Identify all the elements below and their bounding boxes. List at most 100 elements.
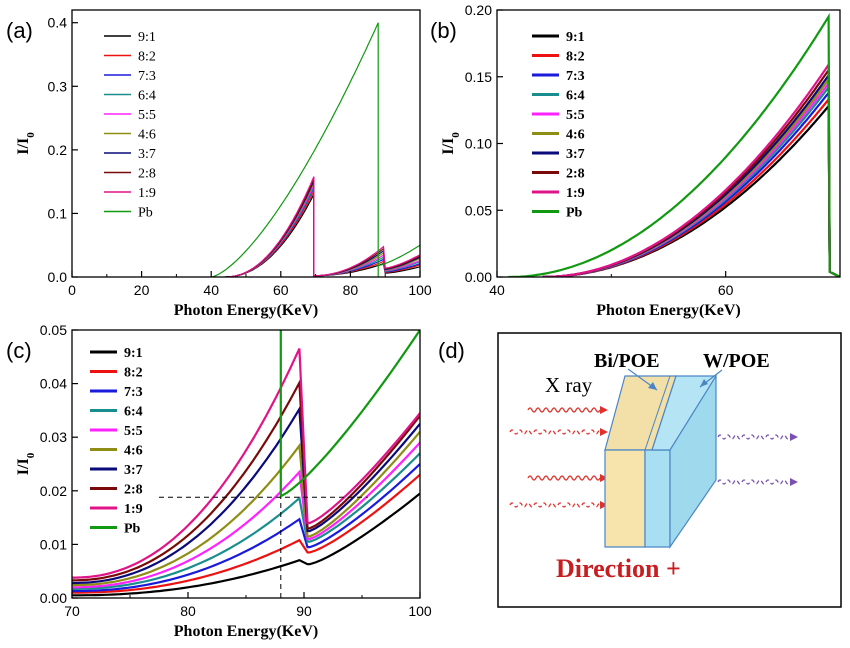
legend-label-2-8: 2:8 — [566, 167, 585, 182]
legend-label-5-5: 5:5 — [124, 424, 143, 439]
w-poe-slab-front — [644, 449, 671, 548]
w-poe-pointer-head — [700, 379, 708, 387]
y-axis-label: I/I0 — [15, 452, 37, 475]
panel-c-label: (c) — [6, 338, 32, 363]
legend-label-5-5: 5:5 — [138, 108, 156, 123]
series-line-9-1 — [72, 492, 420, 597]
series-line-1-9 — [542, 61, 840, 277]
legend-label-5-5: 5:5 — [566, 108, 585, 123]
x-ray-incident-2 — [509, 429, 607, 435]
legend-label-8-2: 8:2 — [566, 50, 585, 65]
bi-poe-label: Bi/POE — [594, 350, 660, 372]
y-tick-label: 0.1 — [48, 205, 68, 221]
legend-label-2-8: 2:8 — [138, 167, 156, 182]
series-line-7-3 — [225, 187, 420, 277]
x-ray-incident-2-head — [600, 428, 608, 436]
series-line-6-4 — [225, 186, 420, 277]
legend-label-8-2: 8:2 — [124, 366, 143, 381]
y-tick-label: 0.3 — [48, 78, 68, 94]
x-tick-label: 80 — [180, 603, 196, 619]
x-axis-label: Photon Energy(KeV) — [174, 623, 318, 640]
w-poe-label: W/POE — [703, 350, 770, 372]
panel-a: (a) 0 20 40 60 80 100 0.0 0.1 0.2 0.3 0.4 Photon En… — [6, 9, 432, 319]
direction-label: Direction + — [556, 554, 681, 583]
x-tick-label: 90 — [296, 603, 312, 619]
legend-label-9-1: 9:1 — [566, 30, 585, 45]
bi-poe-slab-front — [604, 449, 646, 548]
y-tick-label: 0.10 — [465, 136, 492, 152]
x-tick-label: 60 — [718, 282, 734, 298]
legend-label-4-6: 4:6 — [566, 128, 585, 143]
y-tick-label: 0.15 — [465, 69, 492, 85]
series-line-3-7 — [542, 72, 840, 277]
x-axis-label: Photon Energy(KeV) — [596, 302, 740, 319]
x-ray-transmitted-2-head — [790, 478, 798, 486]
y-tick-label: 0.01 — [40, 536, 67, 552]
series-line-8-2 — [225, 190, 420, 277]
x-ray-transmitted-1-head — [790, 433, 798, 441]
legend-label-4-6: 4:6 — [138, 128, 156, 143]
x-tick-label: 100 — [408, 603, 432, 619]
legend-label-1-9: 1:9 — [138, 186, 156, 201]
series-line-1-9 — [72, 348, 420, 579]
series-line-9-1 — [225, 194, 420, 277]
series-line-2-8 — [542, 66, 840, 277]
x-ray-label: X ray — [545, 373, 593, 397]
y-tick-label: 0.0 — [48, 269, 68, 285]
w-poe-slab-side — [669, 373, 717, 549]
x-ray-transmitted-1 — [717, 434, 791, 440]
legend-label-1-9: 1:9 — [124, 502, 143, 517]
series-line-pb — [508, 12, 840, 277]
x-ray-incident-4 — [509, 502, 607, 508]
x-tick-label: 0 — [68, 282, 76, 298]
x-tick-label: 80 — [343, 282, 359, 298]
x-tick-label: 40 — [489, 282, 505, 298]
y-tick-label: 0.04 — [40, 376, 67, 392]
series-line-7-3 — [72, 463, 420, 593]
x-tick-label: 70 — [64, 603, 80, 619]
legend-label-1-9: 1:9 — [566, 186, 585, 201]
y-tick-label: 0.20 — [465, 2, 492, 18]
x-ray-incident-3 — [527, 475, 601, 481]
legend-label-3-7: 3:7 — [124, 463, 143, 478]
series-line-pb — [279, 330, 420, 499]
legend-label-pb: Pb — [124, 522, 141, 537]
legend-label-7-3: 7:3 — [138, 69, 156, 84]
x-tick-label: 40 — [203, 282, 219, 298]
series-line-2-8 — [72, 378, 420, 582]
y-axis-label: I/I0 — [440, 132, 462, 155]
bi-poe-pointer-head — [648, 382, 657, 390]
y-tick-label: 0.00 — [465, 269, 492, 285]
panel-b: (b) 40 60 0.00 0.05 0.10 0.15 0.20 Photon Energ… — [430, 2, 841, 319]
y-tick-label: 0.05 — [40, 322, 67, 338]
panel-d: (d) Bi/POE W/POE X ray Direction + — [438, 332, 842, 608]
x-ray-incident-1-head — [600, 406, 608, 414]
legend-label-3-7: 3:7 — [566, 147, 585, 162]
y-tick-label: 0.4 — [48, 15, 68, 31]
panel-a-label: (a) — [6, 18, 33, 43]
legend-label-6-4: 6:4 — [124, 405, 143, 420]
legend-label-3-7: 3:7 — [138, 147, 156, 162]
y-tick-label: 0.02 — [40, 483, 67, 499]
x-ray-incident-3-head — [600, 474, 608, 482]
x-axis-label: Photon Energy(KeV) — [174, 302, 318, 319]
legend-label-7-3: 7:3 — [124, 385, 143, 400]
series-line-3-7 — [225, 180, 420, 277]
y-tick-label: 0.03 — [40, 429, 67, 445]
legend-label-9-1: 9:1 — [124, 346, 143, 361]
y-tick-label: 0.2 — [48, 142, 68, 158]
series-line-5-5 — [225, 184, 420, 277]
legend-label-pb: Pb — [138, 206, 153, 221]
x-ray-transmitted-2 — [717, 479, 791, 485]
series-line-3-7 — [72, 405, 420, 585]
x-tick-label: 100 — [408, 282, 432, 298]
series-line-8-2 — [72, 473, 420, 594]
y-tick-label: 0.00 — [40, 590, 67, 606]
x-ray-paths — [509, 406, 798, 509]
y-axis-label: I/I0 — [15, 132, 37, 155]
slab-divider — [644, 375, 671, 451]
legend-label-8-2: 8:2 — [138, 50, 156, 65]
legend-label-pb: Pb — [566, 206, 583, 221]
legend-label-6-4: 6:4 — [566, 89, 585, 104]
